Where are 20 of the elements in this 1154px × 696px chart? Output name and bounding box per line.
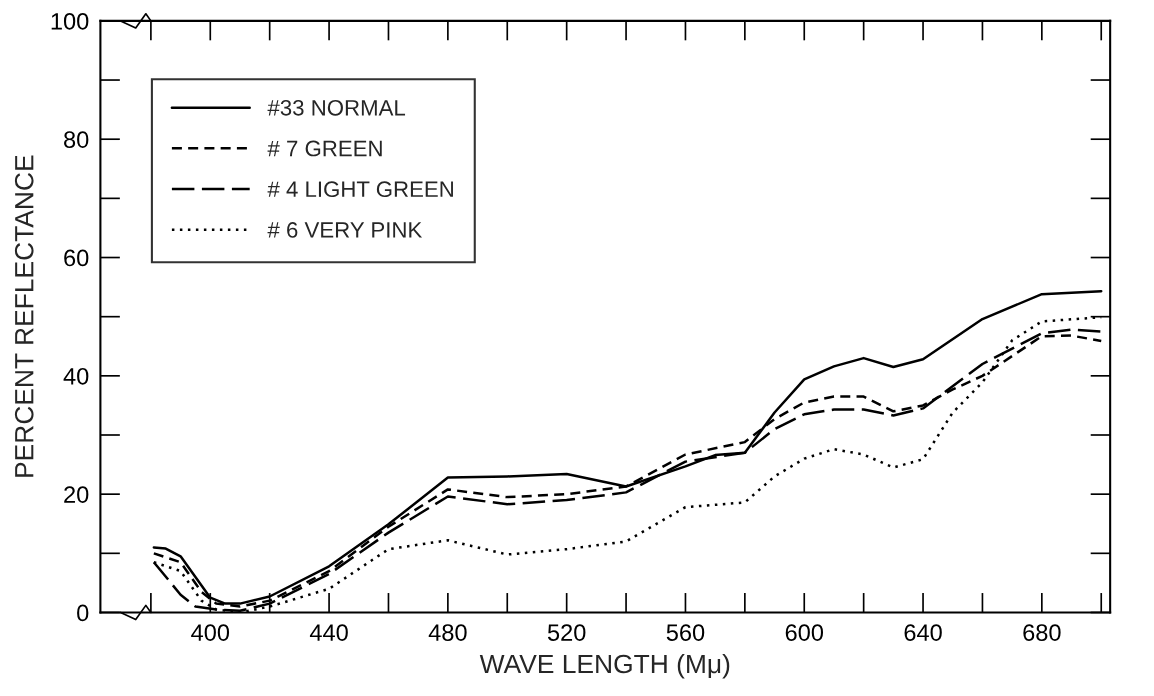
x-tick-label: 480 bbox=[428, 624, 467, 641]
y-tick-label: 60 bbox=[64, 249, 89, 267]
x-tick-label: 560 bbox=[666, 624, 705, 641]
y-tick-label: 20 bbox=[64, 486, 89, 503]
x-tick-label: 640 bbox=[904, 624, 942, 641]
x-tick-label: 440 bbox=[309, 624, 348, 641]
x-tick-label: 400 bbox=[191, 624, 230, 641]
legend-label: #33 NORMAL bbox=[267, 99, 406, 116]
y-tick-label: 0 bbox=[77, 604, 89, 622]
x-tick-label: 520 bbox=[547, 624, 586, 641]
legend-label: # 4 LIGHT GREEN bbox=[267, 181, 453, 198]
y-tick-label: 80 bbox=[64, 131, 89, 148]
y-tick-label: 100 bbox=[51, 12, 89, 30]
x-tick-label: 600 bbox=[785, 624, 824, 641]
x-axis-title: WAVE LENGTH (Mμ) bbox=[479, 653, 730, 679]
legend-label: # 7 GREEN bbox=[267, 140, 382, 157]
x-tick-label: 680 bbox=[1023, 624, 1061, 641]
y-axis-title: PERCENT REFLECTANCE bbox=[14, 155, 34, 477]
y-tick-label: 40 bbox=[63, 367, 89, 385]
legend-label: # 6 VERY PINK bbox=[267, 222, 423, 238]
